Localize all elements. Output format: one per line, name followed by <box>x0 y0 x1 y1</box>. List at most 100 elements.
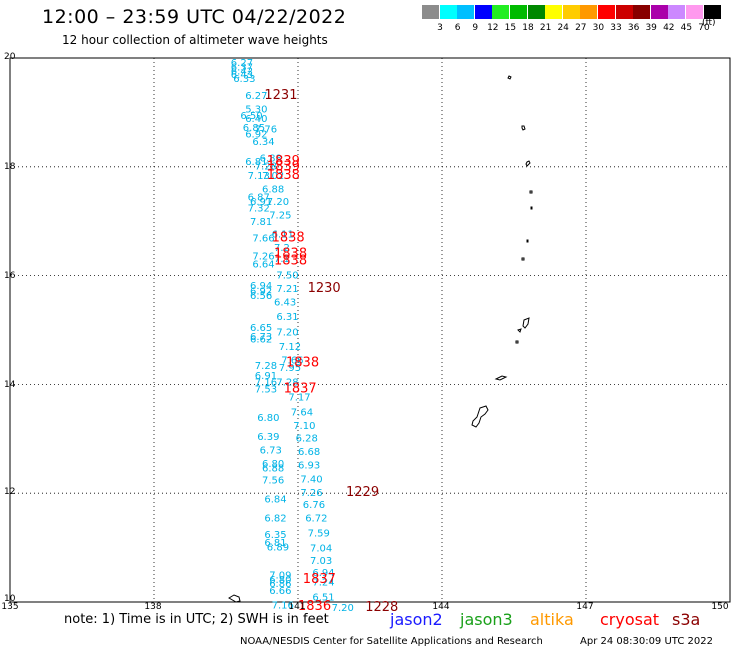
wave-height-value: 7.16 <box>272 601 294 612</box>
wave-height-value: 6.56 <box>250 291 272 302</box>
wave-height-value: 7.28 <box>276 377 298 388</box>
legend-label: 15 <box>504 23 517 33</box>
wave-height-value: 6.88 <box>262 463 284 474</box>
wave-height-value: 7.17 <box>288 393 310 404</box>
legend-swatch <box>527 5 545 19</box>
wave-height-value: 6.51 <box>312 592 334 603</box>
wave-height-value: 7.50 <box>276 270 298 281</box>
wave-height-value: 6.80 <box>262 459 284 470</box>
legend-swatch <box>633 5 651 19</box>
wave-height-value: 6.73 <box>250 332 272 343</box>
wave-height-value: 7.03 <box>310 556 332 567</box>
wave-height-value: 6.40 <box>245 114 267 125</box>
lat-label: 16 <box>4 271 16 281</box>
wave-height-value: 6.35 <box>264 530 286 541</box>
legend-label: 45 <box>680 23 693 33</box>
pass-time-labels: 1231183918391838183818381838123018381837… <box>264 88 398 615</box>
footer-note: note: 1) Time is in UTC; 2) SWH is in fe… <box>64 612 329 627</box>
wave-height-value: 7.10 <box>293 421 315 432</box>
wave-height-value: 7.2 <box>274 243 290 254</box>
wave-height-value: 7.26 <box>300 488 322 499</box>
wave-height-value: 6.37 <box>231 63 253 74</box>
wave-height-value: 6.50 <box>240 111 262 122</box>
legend-label: 18 <box>522 23 534 33</box>
wave-height-value: 6.87 <box>248 193 270 204</box>
legend-swatch <box>510 5 527 19</box>
legend-swatch <box>686 5 703 19</box>
island-outline <box>494 375 508 381</box>
satellite-jason2: jason2 <box>390 610 443 629</box>
wave-height-value: 7.02 <box>262 171 284 182</box>
wave-height-value: 6.84 <box>264 494 286 505</box>
wave-height-value: 6.64 <box>252 259 274 270</box>
wave-height-value: 7.20 <box>332 603 354 614</box>
wave-height-value: 6.28 <box>296 434 318 445</box>
wave-height-value: 7.66 <box>281 356 303 367</box>
wave-height-value: 6.39 <box>257 432 279 443</box>
wave-height-value: 6.81 <box>264 538 286 549</box>
wave-height-value: 6.85 <box>243 123 265 134</box>
wave-height-value: 7.95 <box>279 363 301 374</box>
legend-swatch <box>580 5 598 19</box>
legend-label: 6 <box>454 23 461 33</box>
wave-height-value: 6.81 <box>245 157 267 168</box>
island-outline <box>521 125 526 131</box>
island-outlines <box>228 75 533 603</box>
wave-height-value: 7.1 <box>274 254 290 265</box>
wave-height-value: 6.89 <box>267 542 289 553</box>
wave-height-value: 6.31 <box>276 312 298 323</box>
legend-label: 42 <box>663 23 675 33</box>
pass-time-label: 1838 <box>274 254 307 269</box>
credit-line: NOAA/NESDIS Center for Satellite Applica… <box>240 636 543 647</box>
wave-height-value: 7.13 <box>248 171 270 182</box>
wave-height-value: 7.04 <box>310 543 332 554</box>
satellite-cryosat: cryosat <box>600 610 660 629</box>
pass-time-label: 1838 <box>272 230 305 245</box>
legend-swatch <box>439 5 457 19</box>
pass-time-label: 1839 <box>267 160 300 175</box>
wave-height-value: 6.27 <box>231 58 253 69</box>
wave-height-value: 6.43 <box>274 298 296 309</box>
lon-label: 135 <box>1 602 19 612</box>
pass-time-label: 1836 <box>298 599 331 614</box>
wave-height-value: 7.20 <box>267 197 289 208</box>
lon-label: 144 <box>432 602 450 612</box>
wave-height-value: 6.11 <box>272 230 294 241</box>
legend-swatch <box>422 5 439 19</box>
wave-height-value: 6.42 <box>231 66 253 77</box>
lat-label: 18 <box>4 162 16 172</box>
satellite-altika: altika <box>530 610 574 629</box>
pass-time-label: 1837 <box>284 382 317 397</box>
wave-height-value: 7.59 <box>308 529 330 540</box>
wave-height-value: 6.86 <box>269 579 291 590</box>
wave-height-value: 7.21 <box>276 284 298 295</box>
island-outline <box>526 239 529 243</box>
pass-time-label: 1838 <box>267 168 300 183</box>
wave-height-value: 6.73 <box>260 445 282 456</box>
legend-swatch <box>492 5 510 19</box>
wave-height-value: 7.09 <box>269 571 291 582</box>
wave-height-value: 6.68 <box>298 447 320 458</box>
pass-time-label: 1230 <box>308 281 341 296</box>
legend-swatch <box>457 5 475 19</box>
pass-time-label: 1228 <box>365 600 398 615</box>
wave-height-value: 7.53 <box>255 385 277 396</box>
wave-height-value: 6.88 <box>260 153 282 164</box>
legend-swatch <box>650 5 668 19</box>
wave-height-value: 7.28 <box>255 361 277 372</box>
wave-height-value: 6.66 <box>269 586 291 597</box>
legend-label: 27 <box>575 23 587 33</box>
wave-height-value: 5.30 <box>245 104 267 115</box>
island-outline <box>507 75 512 80</box>
lon-label: 150 <box>711 602 729 612</box>
wave-height-value: 6.80 <box>269 575 291 586</box>
wave-height-observations: 6.276.376.426.436.336.275.306.506.406.85… <box>231 58 354 614</box>
legend-label: 30 <box>592 23 605 33</box>
lon-label: 138 <box>144 602 162 612</box>
wave-height-value: 6.33 <box>233 74 255 85</box>
wave-height-value: 6.94 <box>312 568 334 579</box>
lon-label: 141 <box>288 602 306 612</box>
legend-label: 36 <box>627 23 640 33</box>
pass-time-label: 1839 <box>267 154 300 169</box>
